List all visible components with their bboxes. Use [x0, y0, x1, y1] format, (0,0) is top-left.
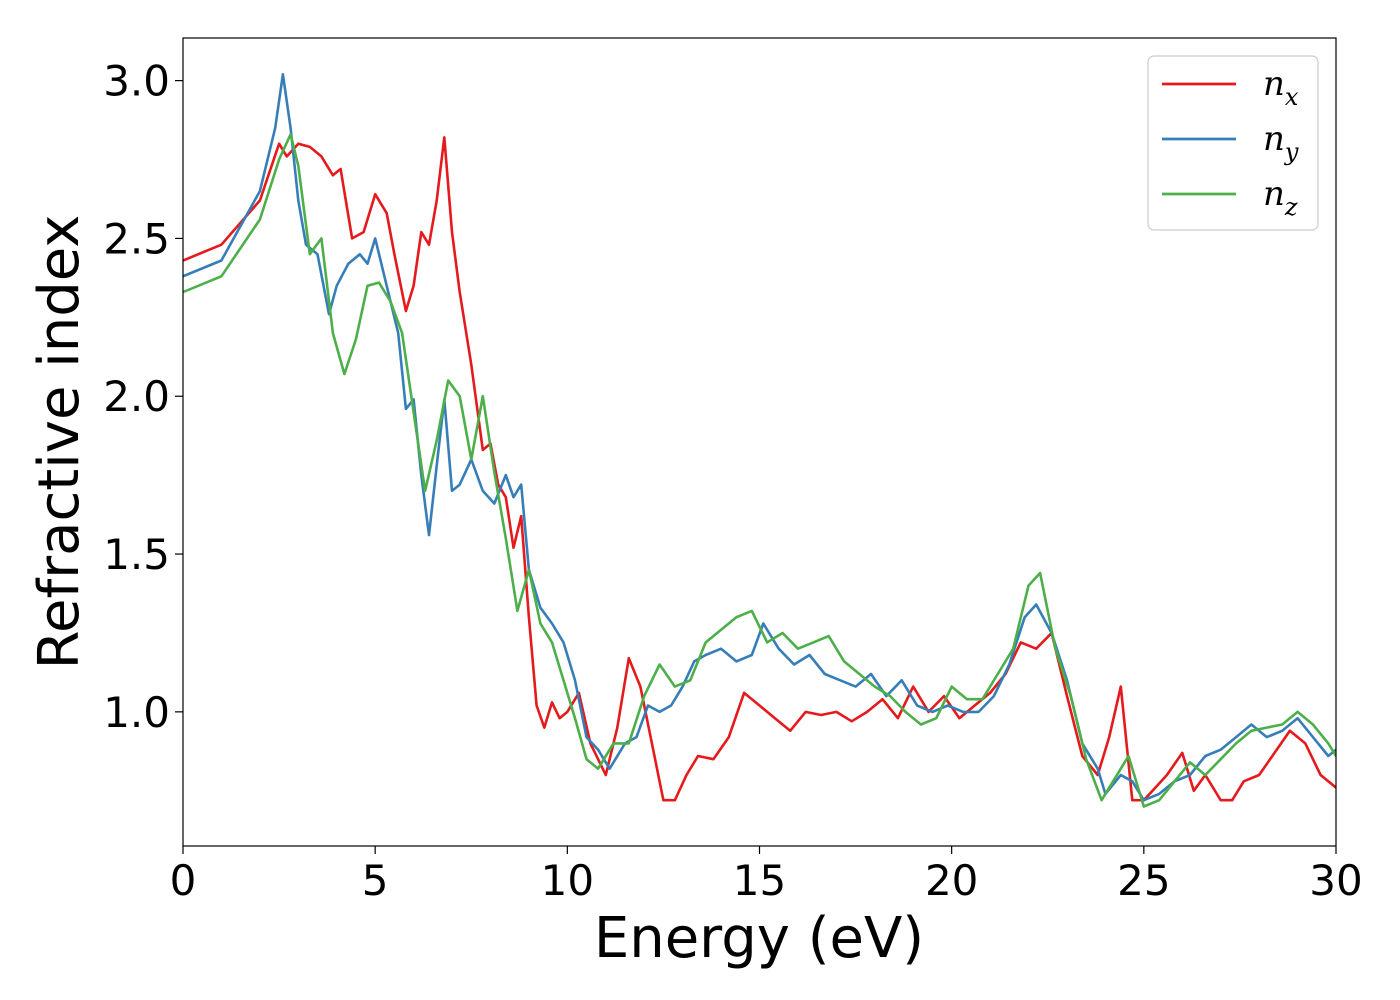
- y-axis-label: Refractive index: [27, 215, 92, 670]
- series-layer: [183, 73, 1336, 808]
- x-tick-label: 20: [925, 856, 978, 905]
- y-tick-label: 2.0: [103, 372, 170, 421]
- y-tick-label: 3.0: [103, 57, 170, 106]
- x-axis: 0 5 10 15 20 25 30: [170, 846, 1363, 905]
- series-line-x: [183, 136, 1336, 802]
- legend-label-z: nz: [1263, 174, 1298, 221]
- legend-label-y: ny: [1263, 119, 1299, 166]
- y-tick-label: 1.0: [103, 688, 170, 737]
- legend: nx ny nz: [1147, 55, 1319, 231]
- x-tick-label: 0: [170, 856, 197, 905]
- y-axis: 1.0 1.5 2.0 2.5 3.0: [103, 57, 183, 737]
- legend-box: [1147, 55, 1319, 231]
- series-line-y: [183, 73, 1336, 802]
- legend-label-x: nx: [1263, 64, 1299, 111]
- x-tick-label: 30: [1309, 856, 1362, 905]
- x-tick-label: 15: [733, 856, 786, 905]
- y-tick-label: 2.5: [103, 214, 170, 263]
- x-tick-label: 5: [362, 856, 389, 905]
- x-tick-label: 10: [541, 856, 594, 905]
- y-tick-label: 1.5: [103, 530, 170, 579]
- series-line-z: [183, 133, 1336, 808]
- x-axis-label: Energy (eV): [594, 906, 924, 971]
- x-tick-label: 25: [1117, 856, 1170, 905]
